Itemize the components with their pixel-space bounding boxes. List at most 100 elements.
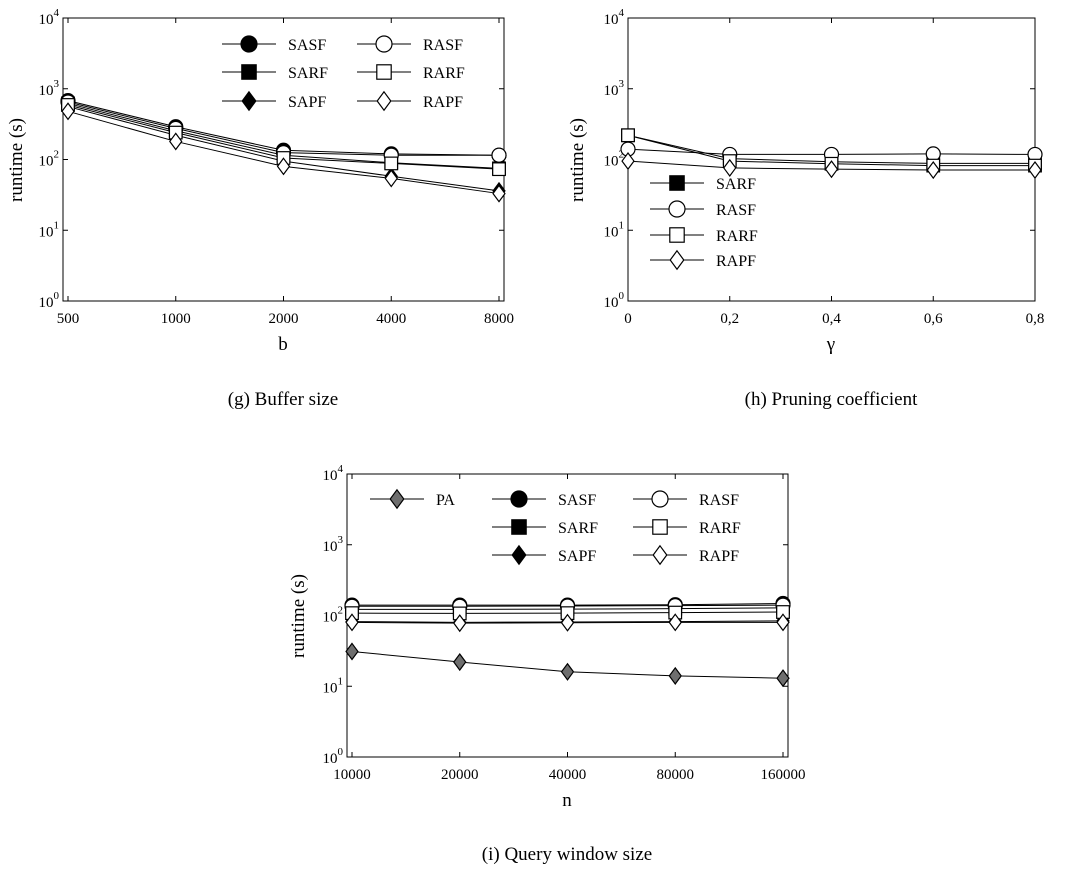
y-tick-label-base: 10 <box>39 83 54 99</box>
y-tick-label-base: 10 <box>323 751 338 767</box>
x-tick-label: 20000 <box>441 767 479 783</box>
legend-label: SASF <box>558 492 596 509</box>
data-point-rarf <box>621 128 635 143</box>
legend-item-sarf: SARF <box>222 64 328 82</box>
legend-item-rapf: RAPF <box>357 90 463 112</box>
legend-label: RASF <box>423 37 463 54</box>
data-point-rapf <box>824 160 839 179</box>
y-tick-label-exp: 3 <box>619 78 625 90</box>
y-tick-label: 103 <box>323 534 344 555</box>
legend-item-sarf: SARF <box>650 175 756 193</box>
legend-label: RAPF <box>423 94 463 111</box>
x-axis-label: b <box>278 334 288 355</box>
y-tick-label: 103 <box>39 78 60 99</box>
legend: SASF SARF SAPF RASF RARF RAPF <box>222 35 465 112</box>
legend-marker <box>511 519 527 535</box>
legend: SARF RASF RARF RAPF <box>650 175 758 271</box>
legend-label: RAPF <box>716 253 756 270</box>
y-axis-label: runtime (s) <box>288 574 309 658</box>
data-point-rapf <box>926 160 940 180</box>
y-axis-label: runtime (s) <box>567 118 588 202</box>
y-tick-label-exp: 0 <box>619 290 625 302</box>
data-point-pa <box>668 666 682 685</box>
y-tick-label-base: 10 <box>323 610 338 626</box>
legend-label: RAPF <box>699 548 739 565</box>
legend-marker <box>389 488 405 510</box>
y-tick-label-exp: 1 <box>338 675 344 687</box>
x-tick-label: 0,6 <box>924 311 943 327</box>
legend-label: RARF <box>423 65 465 82</box>
legend-label: RARF <box>716 228 758 245</box>
y-tick-label-base: 10 <box>604 12 619 28</box>
legend-item-sasf: SASF <box>492 490 596 509</box>
legend-item-sapf: SAPF <box>222 90 326 112</box>
legend-marker <box>241 90 257 112</box>
y-tick-label-exp: 2 <box>54 149 60 161</box>
data-point-rapf <box>492 184 506 203</box>
legend-marker <box>376 90 392 112</box>
y-tick-label: 104 <box>323 463 344 484</box>
legend-marker <box>669 227 685 243</box>
y-tick-label-exp: 2 <box>338 605 344 617</box>
y-tick-label-base: 10 <box>604 295 619 311</box>
legend-label: RASF <box>699 492 739 509</box>
x-tick-label: 8000 <box>484 311 514 327</box>
data-point-rarf <box>384 156 399 171</box>
legend-label: RARF <box>699 520 741 537</box>
chart-caption: (i) Query window size <box>482 844 652 865</box>
y-tick-label-base: 10 <box>604 154 619 170</box>
x-tick-label: 500 <box>57 311 80 327</box>
legend-marker <box>652 544 668 566</box>
data-point-rapf <box>276 157 291 176</box>
y-tick-label: 104 <box>604 7 625 28</box>
x-axis-label: γ <box>826 334 835 355</box>
x-tick-label: 80000 <box>657 767 695 783</box>
legend-item-rarf: RARF <box>357 64 465 82</box>
legend-marker <box>241 64 257 80</box>
y-tick-label-exp: 0 <box>54 290 60 302</box>
x-axis-label: n <box>562 790 572 811</box>
legend-marker <box>376 64 392 80</box>
x-tick-label: 40000 <box>549 767 587 783</box>
y-tick-label: 104 <box>39 7 60 28</box>
data-point-rapf <box>723 158 737 177</box>
y-tick-label: 102 <box>39 149 60 170</box>
y-tick-label: 102 <box>604 149 625 170</box>
data-point-pa <box>453 652 467 672</box>
y-tick-label: 103 <box>604 78 625 99</box>
legend-marker <box>669 175 685 191</box>
y-tick-label: 101 <box>604 219 625 240</box>
y-tick-label: 101 <box>323 675 344 696</box>
chart-caption: (h) Pruning coefficient <box>745 389 918 410</box>
x-tick-label: 0,4 <box>822 311 841 327</box>
y-tick-label-base: 10 <box>604 83 619 99</box>
legend-label: RASF <box>716 202 756 219</box>
legend-item-pa: PA <box>370 488 455 510</box>
legend-marker <box>511 544 527 566</box>
legend-label: SASF <box>288 37 326 54</box>
y-tick-label-base: 10 <box>39 295 54 311</box>
legend-marker <box>375 35 393 53</box>
legend-item-rasf: RASF <box>357 35 463 54</box>
y-tick-label-exp: 1 <box>54 219 60 231</box>
data-point-rapf <box>776 613 790 632</box>
legend-item-rasf: RASF <box>633 490 739 509</box>
x-tick-label: 160000 <box>761 767 806 783</box>
x-tick-label: 0 <box>624 311 632 327</box>
series-rapf <box>345 613 790 633</box>
series-rapf <box>61 102 506 203</box>
data-point-rapf <box>61 102 75 121</box>
x-tick-label: 1000 <box>161 311 191 327</box>
series-pa <box>345 642 790 688</box>
y-tick-label-exp: 3 <box>54 78 60 90</box>
data-point-pa <box>345 642 359 661</box>
series-rapf <box>621 152 1042 180</box>
legend-marker <box>669 249 685 271</box>
legend-label: PA <box>436 492 455 509</box>
x-tick-label: 2000 <box>269 311 299 327</box>
y-axis-label: runtime (s) <box>6 118 27 202</box>
